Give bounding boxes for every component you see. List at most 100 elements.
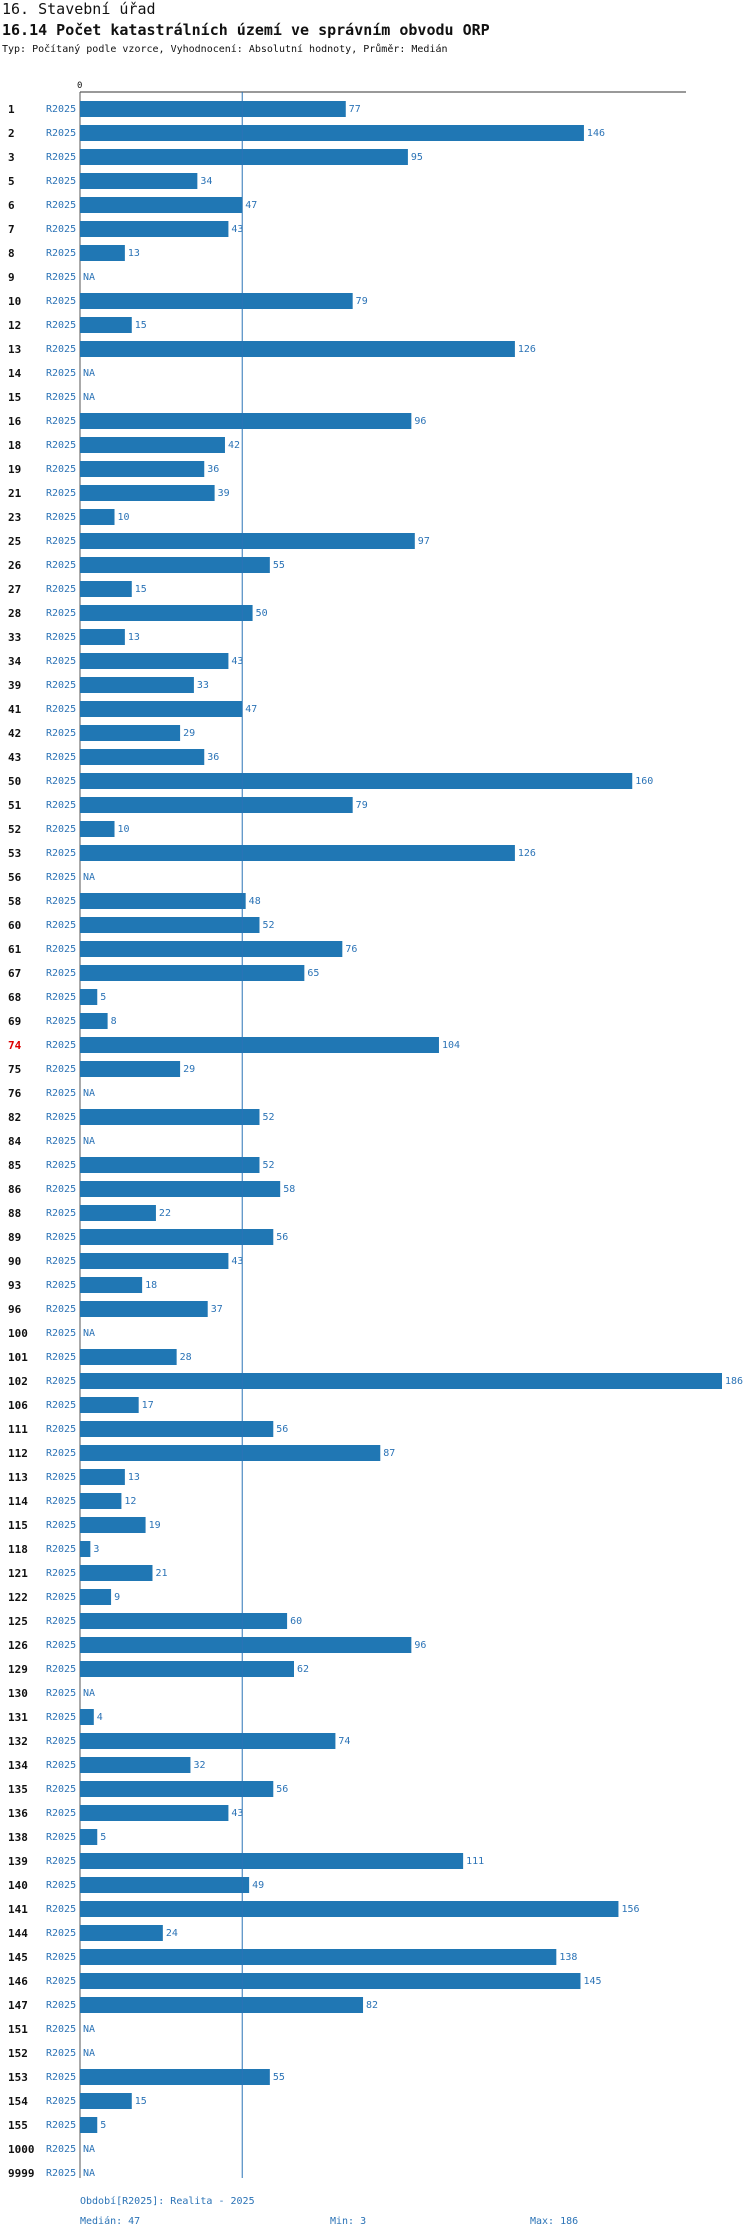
value-label: 9 [114,1592,120,1603]
category-label: 89 [8,1231,21,1244]
series-label: R2025 [46,608,76,619]
series-label: R2025 [46,536,76,547]
series-label: R2025 [46,248,76,259]
bar [80,101,346,117]
bar [80,1565,153,1581]
category-label: 50 [8,775,21,788]
category-label: 16 [8,415,22,428]
category-label: 90 [8,1255,21,1268]
category-label: 82 [8,1111,21,1124]
na-label: NA [83,2048,95,2059]
category-label: 125 [8,1615,28,1628]
category-label: 25 [8,535,21,548]
category-label: 1000 [8,2143,35,2156]
value-label: 138 [559,1952,577,1963]
bar [80,533,415,549]
category-label: 19 [8,463,21,476]
value-label: 58 [283,1184,295,1195]
na-label: NA [83,368,95,379]
series-label: R2025 [46,944,76,955]
category-label: 126 [8,1639,28,1652]
series-label: R2025 [46,1016,76,1027]
category-label: 146 [8,1975,28,1988]
category-label: 68 [8,991,21,1004]
series-label: R2025 [46,584,76,595]
bar [80,1661,294,1677]
na-label: NA [83,1136,95,1147]
category-label: 151 [8,2023,28,2036]
series-label: R2025 [46,320,76,331]
series-label: R2025 [46,1880,76,1891]
category-label: 122 [8,1591,28,1604]
series-label: R2025 [46,440,76,451]
series-label: R2025 [46,1064,76,1075]
category-label: 130 [8,1687,28,1700]
series-label: R2025 [46,560,76,571]
value-label: 186 [725,1376,743,1387]
series-label: R2025 [46,344,76,355]
category-label: 118 [8,1543,28,1556]
value-label: 47 [245,704,257,715]
category-label: 42 [8,727,21,740]
series-label: R2025 [46,680,76,691]
value-label: 74 [338,1736,350,1747]
series-label: R2025 [46,1280,76,1291]
series-label: R2025 [46,1640,76,1651]
series-label: R2025 [46,2024,76,2035]
value-label: 37 [211,1304,223,1315]
series-label: R2025 [46,1040,76,1051]
series-label: R2025 [46,1904,76,1915]
series-label: R2025 [46,392,76,403]
series-label: R2025 [46,1160,76,1171]
category-label: 8 [8,247,15,260]
series-label: R2025 [46,272,76,283]
value-label: 33 [197,680,209,691]
category-label: 154 [8,2095,28,2108]
category-label: 67 [8,967,21,980]
na-label: NA [83,1328,95,1339]
value-label: 21 [155,1568,167,1579]
category-label: 140 [8,1879,28,1892]
series-label: R2025 [46,656,76,667]
bar [80,1493,122,1509]
bar [80,1445,381,1461]
value-label: 56 [276,1232,288,1243]
bar [80,1877,250,1893]
category-label: 6 [8,199,15,212]
value-label: 52 [262,1112,274,1123]
category-label: 76 [8,1087,22,1100]
bar [80,413,412,429]
bar [80,173,198,189]
series-label: R2025 [46,632,76,643]
value-label: 39 [218,488,230,499]
category-label: 96 [8,1303,22,1316]
bar [80,2093,132,2109]
category-label: 33 [8,631,21,644]
series-label: R2025 [46,968,76,979]
category-label: 134 [8,1759,28,1772]
bar [80,1901,619,1917]
value-label: 10 [118,824,130,835]
value-label: 22 [159,1208,171,1219]
na-label: NA [83,2144,95,2155]
bar [80,1829,98,1845]
category-label: 60 [8,919,21,932]
category-label: 111 [8,1423,28,1436]
category-label: 129 [8,1663,28,1676]
bar [80,2069,270,2085]
series-label: R2025 [46,1256,76,1267]
category-label: 135 [8,1783,28,1796]
value-label: 52 [262,920,274,931]
value-label: 29 [183,728,195,739]
value-label: 15 [135,584,147,595]
series-label: R2025 [46,1928,76,1939]
category-label: 100 [8,1327,28,1340]
value-label: 24 [166,1928,178,1939]
bar [80,245,125,261]
series-label: R2025 [46,1232,76,1243]
series-label: R2025 [46,1520,76,1531]
value-label: 97 [418,536,430,547]
category-label: 2 [8,127,15,140]
category-label: 85 [8,1159,21,1172]
value-label: 156 [621,1904,639,1915]
